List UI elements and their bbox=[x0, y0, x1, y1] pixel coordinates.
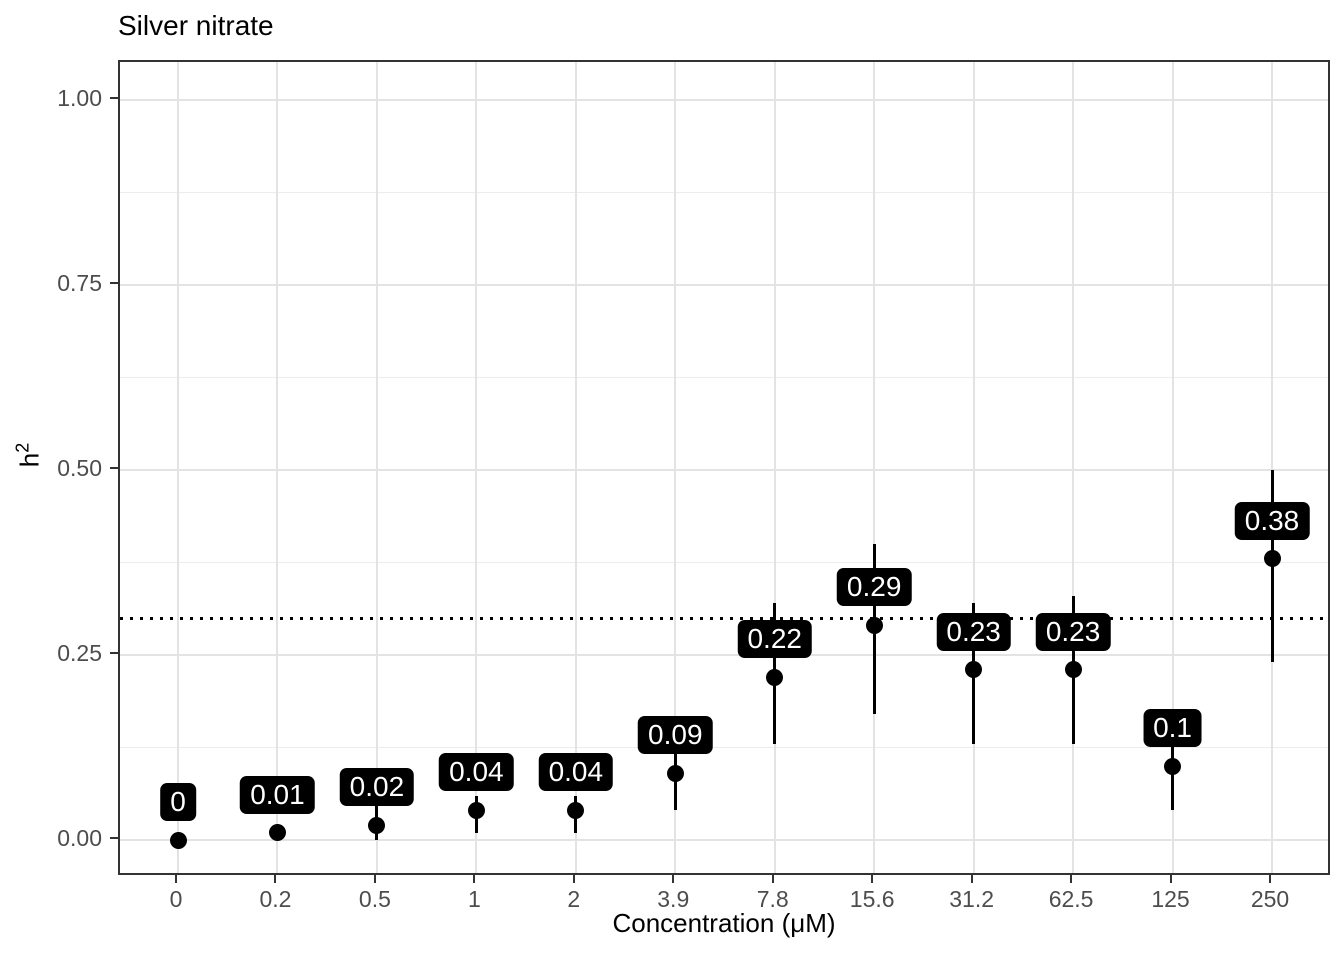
value-label: 0.23 bbox=[936, 612, 1011, 651]
data-point bbox=[1263, 550, 1281, 568]
x-tick-mark bbox=[871, 875, 874, 883]
gridline-y-major bbox=[120, 839, 1328, 841]
gridline-y-major bbox=[120, 284, 1328, 286]
gridline-x-major bbox=[972, 62, 975, 873]
value-label: 0.01 bbox=[240, 775, 315, 814]
data-point bbox=[766, 668, 784, 686]
x-tick-label: 2 bbox=[567, 886, 581, 912]
value-label: 0.23 bbox=[1035, 612, 1111, 651]
y-axis-title-superscript: 2 bbox=[12, 442, 33, 453]
gridline-x-major bbox=[375, 62, 378, 873]
gridline-x-major bbox=[773, 62, 776, 873]
value-label: 0.29 bbox=[836, 568, 912, 607]
x-tick-mark bbox=[771, 875, 774, 883]
data-point bbox=[1164, 757, 1182, 775]
gridline-x-major bbox=[1072, 62, 1075, 873]
x-tick-mark bbox=[473, 875, 476, 883]
gridline-x-major bbox=[475, 62, 478, 873]
x-tick-label: 125 bbox=[1151, 886, 1190, 912]
data-point bbox=[567, 801, 585, 819]
y-tick-mark bbox=[110, 282, 118, 284]
gridline-y-major bbox=[120, 99, 1328, 101]
gridline-y-minor bbox=[120, 746, 1328, 749]
x-tick-label: 62.5 bbox=[1048, 886, 1094, 912]
gridline-x-major bbox=[177, 62, 179, 873]
data-point bbox=[268, 824, 286, 842]
value-label: 0.22 bbox=[737, 620, 812, 659]
data-point bbox=[169, 831, 187, 849]
gridline-y-major bbox=[120, 654, 1328, 656]
x-tick-mark bbox=[1269, 875, 1271, 883]
y-tick-mark bbox=[110, 467, 118, 469]
x-tick-label: 1 bbox=[467, 886, 481, 912]
gridline-y-minor bbox=[120, 561, 1328, 564]
x-tick-mark bbox=[572, 875, 575, 883]
x-axis-title: Concentration (μM) bbox=[612, 908, 836, 938]
reference-line bbox=[120, 616, 1328, 620]
gridline-y-minor bbox=[120, 191, 1328, 194]
value-label: 0.04 bbox=[538, 753, 614, 792]
gridline-x-major bbox=[1271, 62, 1273, 873]
plot-title: Silver nitrate bbox=[118, 10, 274, 41]
x-tick-mark bbox=[373, 875, 376, 883]
y-tick-label: 0.75 bbox=[57, 270, 102, 296]
x-tick-label: 0.5 bbox=[358, 886, 391, 912]
value-label: 0.09 bbox=[638, 716, 713, 755]
y-tick-label: 1.00 bbox=[57, 85, 102, 111]
x-tick-mark bbox=[672, 875, 675, 883]
data-point bbox=[368, 816, 386, 834]
y-tick-label: 0.25 bbox=[57, 640, 102, 666]
gridline-x-major bbox=[1171, 62, 1174, 873]
plot-panel: 0 0.01 0.02 0.04 0.04 0.09 0.22 0.29 0.23 0.23 0.1… bbox=[118, 60, 1330, 875]
gridline-x-major bbox=[276, 62, 279, 873]
gridline-x-major bbox=[574, 62, 577, 873]
value-label: 0.1 bbox=[1143, 709, 1202, 747]
x-tick-mark bbox=[175, 875, 177, 883]
x-tick-label: 250 bbox=[1250, 886, 1290, 912]
gridline-x-major bbox=[873, 62, 876, 873]
y-tick-mark bbox=[110, 652, 118, 654]
gridline-x-major bbox=[674, 62, 677, 873]
x-tick-label: 15.6 bbox=[849, 886, 895, 912]
x-tick-label: 7.8 bbox=[756, 886, 789, 912]
value-label: 0.04 bbox=[439, 753, 514, 792]
data-point bbox=[467, 801, 485, 819]
data-point bbox=[666, 764, 684, 782]
x-tick-mark bbox=[1169, 875, 1172, 883]
data-point bbox=[1064, 661, 1082, 679]
y-tick-mark bbox=[110, 837, 118, 839]
value-label: 0.38 bbox=[1234, 501, 1310, 540]
y-tick-label: 0.00 bbox=[57, 825, 102, 851]
value-label: 0 bbox=[160, 783, 196, 821]
gridline-y-major bbox=[120, 469, 1328, 471]
x-tick-mark bbox=[1070, 875, 1073, 883]
x-tick-label: 31.2 bbox=[949, 886, 994, 912]
value-label: 0.02 bbox=[339, 768, 415, 807]
x-tick-label: 0 bbox=[169, 886, 183, 912]
x-tick-mark bbox=[970, 875, 973, 883]
data-point bbox=[865, 616, 883, 634]
x-tick-mark bbox=[274, 875, 277, 883]
data-point bbox=[965, 661, 983, 679]
x-tick-label: 0.2 bbox=[259, 886, 292, 912]
y-tick-label: 0.50 bbox=[57, 455, 102, 481]
x-tick-label: 3.9 bbox=[657, 886, 690, 912]
gridline-y-minor bbox=[120, 376, 1328, 379]
y-tick-mark bbox=[110, 97, 118, 99]
